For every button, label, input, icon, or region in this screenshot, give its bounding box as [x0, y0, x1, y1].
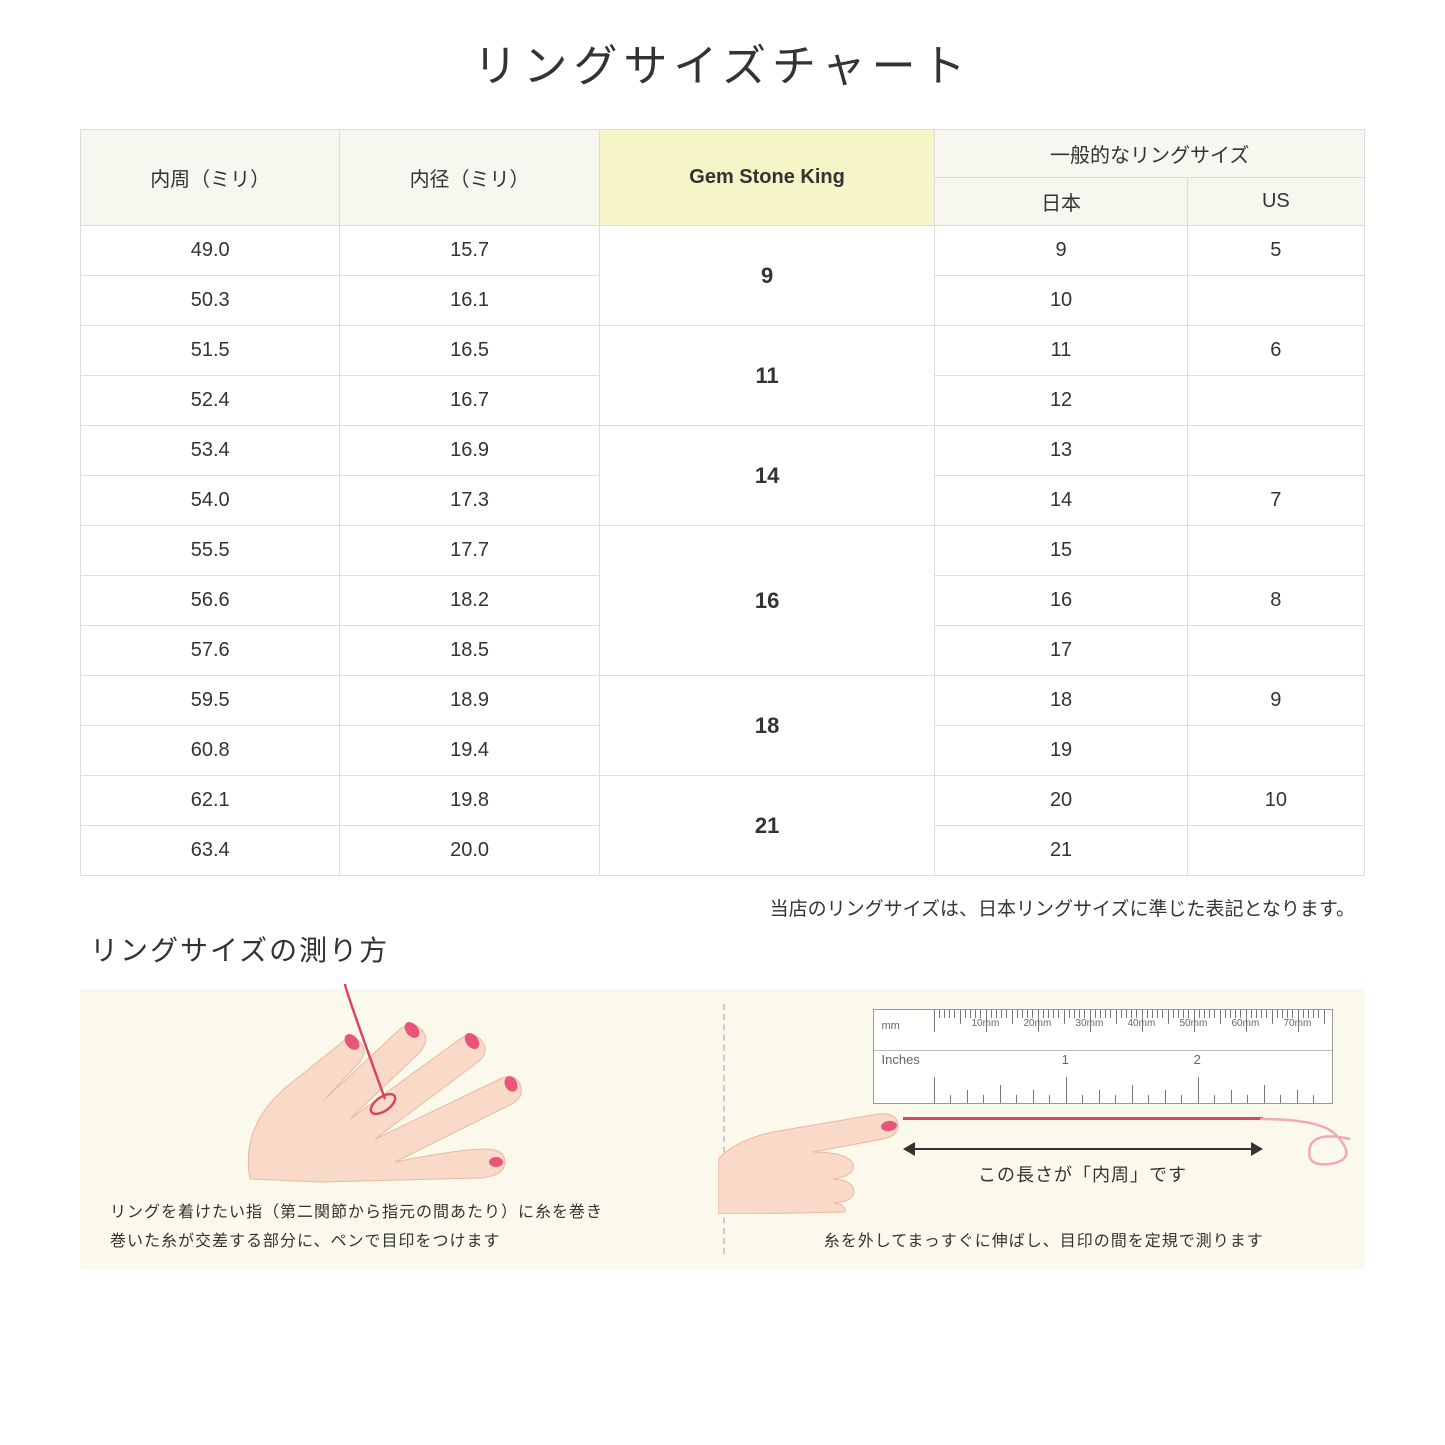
header-japan: 日本: [935, 178, 1187, 226]
cell-japan: 15: [935, 526, 1187, 576]
table-row: 59.518.918189: [81, 676, 1365, 726]
howto-step-2: mm Inches 10mm20mm30mm40mm50mm60mm70mm12…: [723, 989, 1366, 1269]
cell-us: 8: [1187, 576, 1364, 626]
cell-diameter: 16.9: [340, 426, 599, 476]
measurement-arrow: [903, 1139, 1263, 1159]
cell-us: 7: [1187, 476, 1364, 526]
header-circumference: 内周（ミリ）: [81, 130, 340, 226]
cell-diameter: 17.7: [340, 526, 599, 576]
table-row: 62.119.8212010: [81, 776, 1365, 826]
cell-diameter: 18.2: [340, 576, 599, 626]
cell-circumference: 60.8: [81, 726, 340, 776]
cell-circumference: 53.4: [81, 426, 340, 476]
howto-title: リングサイズの測り方: [90, 929, 1365, 969]
cell-gsk: 16: [599, 526, 935, 676]
cell-japan: 17: [935, 626, 1187, 676]
howto-caption-1: リングを着けたい指（第二関節から指元の間あたり）に糸を巻き巻いた糸が交差する部分…: [110, 1199, 693, 1257]
howto-caption-2: 糸を外してまっすぐに伸ばし、目印の間を定規で測ります: [763, 1228, 1326, 1257]
cell-circumference: 52.4: [81, 376, 340, 426]
table-row: 53.416.91413: [81, 426, 1365, 476]
cell-gsk: 11: [599, 326, 935, 426]
cell-us: [1187, 376, 1364, 426]
cell-circumference: 54.0: [81, 476, 340, 526]
cell-circumference: 51.5: [81, 326, 340, 376]
cell-diameter: 17.3: [340, 476, 599, 526]
cell-circumference: 59.5: [81, 676, 340, 726]
cell-gsk: 18: [599, 676, 935, 776]
cell-japan: 9: [935, 226, 1187, 276]
cell-diameter: 18.9: [340, 676, 599, 726]
table-row: 49.015.7995: [81, 226, 1365, 276]
cell-diameter: 15.7: [340, 226, 599, 276]
cell-diameter: 19.4: [340, 726, 599, 776]
cell-us: [1187, 276, 1364, 326]
cell-diameter: 19.8: [340, 776, 599, 826]
cell-circumference: 56.6: [81, 576, 340, 626]
cell-us: 6: [1187, 326, 1364, 376]
cell-us: [1187, 526, 1364, 576]
cell-gsk: 9: [599, 226, 935, 326]
cell-diameter: 16.5: [340, 326, 599, 376]
header-gsk: Gem Stone King: [599, 130, 935, 226]
cell-diameter: 18.5: [340, 626, 599, 676]
cell-japan: 16: [935, 576, 1187, 626]
cell-japan: 13: [935, 426, 1187, 476]
header-general: 一般的なリングサイズ: [935, 130, 1365, 178]
cell-us: [1187, 626, 1364, 676]
cell-diameter: 20.0: [340, 826, 599, 876]
cell-circumference: 57.6: [81, 626, 340, 676]
table-row: 51.516.511116: [81, 326, 1365, 376]
ring-size-table: 内周（ミリ） 内径（ミリ） Gem Stone King 一般的なリングサイズ …: [80, 129, 1365, 876]
cell-japan: 20: [935, 776, 1187, 826]
cell-japan: 10: [935, 276, 1187, 326]
header-us: US: [1187, 178, 1364, 226]
page-title: リングサイズチャート: [80, 30, 1365, 94]
cell-japan: 18: [935, 676, 1187, 726]
cell-us: 9: [1187, 676, 1364, 726]
cell-japan: 19: [935, 726, 1187, 776]
hand-wrapping-icon: [200, 984, 580, 1184]
cell-japan: 21: [935, 826, 1187, 876]
cell-diameter: 16.1: [340, 276, 599, 326]
arrow-label: この長さが「内周」です: [903, 1161, 1263, 1187]
cell-circumference: 55.5: [81, 526, 340, 576]
cell-gsk: 21: [599, 776, 935, 876]
ruler-inches-label: Inches: [882, 1052, 920, 1067]
cell-japan: 12: [935, 376, 1187, 426]
measured-string-icon: [903, 1117, 1263, 1120]
cell-japan: 14: [935, 476, 1187, 526]
cell-us: [1187, 826, 1364, 876]
cell-circumference: 62.1: [81, 776, 340, 826]
ruler-mm-label: mm: [882, 1020, 900, 1032]
hand-pointing-icon: [718, 1084, 908, 1214]
cell-us: [1187, 726, 1364, 776]
cell-us: 10: [1187, 776, 1364, 826]
cell-circumference: 49.0: [81, 226, 340, 276]
string-curl-icon: [1260, 1089, 1390, 1179]
table-row: 55.517.71615: [81, 526, 1365, 576]
howto-panel: リングを着けたい指（第二関節から指元の間あたり）に糸を巻き巻いた糸が交差する部分…: [80, 989, 1365, 1269]
table-note: 当店のリングサイズは、日本リングサイズに準じた表記となります。: [80, 894, 1365, 921]
cell-japan: 11: [935, 326, 1187, 376]
cell-circumference: 50.3: [81, 276, 340, 326]
howto-step-1: リングを着けたい指（第二関節から指元の間あたり）に糸を巻き巻いた糸が交差する部分…: [80, 989, 723, 1269]
cell-us: 5: [1187, 226, 1364, 276]
cell-us: [1187, 426, 1364, 476]
cell-gsk: 14: [599, 426, 935, 526]
cell-diameter: 16.7: [340, 376, 599, 426]
cell-circumference: 63.4: [81, 826, 340, 876]
header-diameter: 内径（ミリ）: [340, 130, 599, 226]
